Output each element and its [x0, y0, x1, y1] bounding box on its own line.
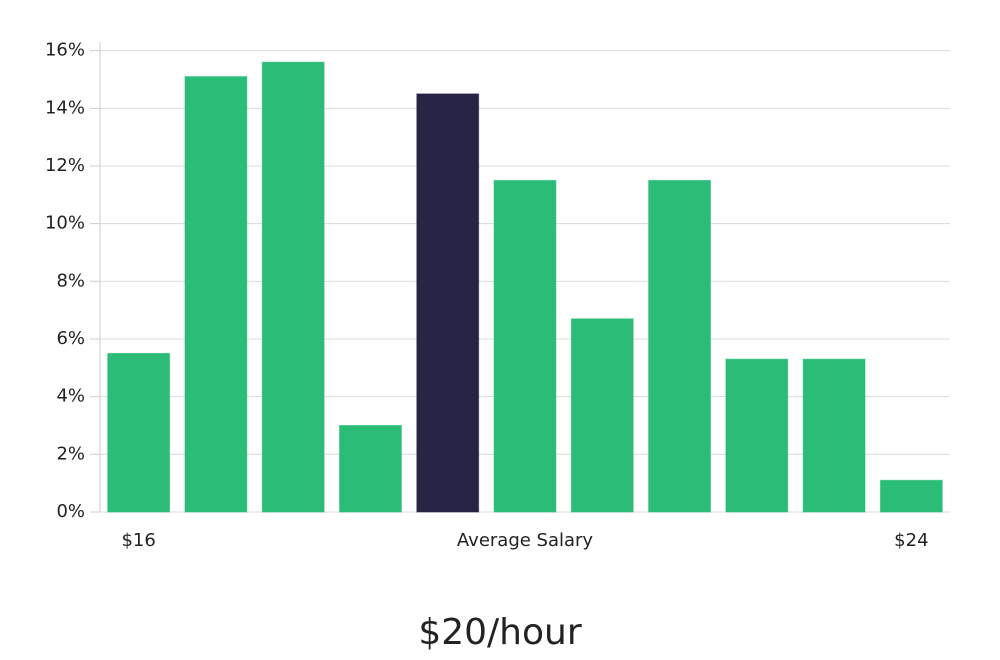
bar: [725, 358, 789, 513]
y-tick-label: 12%: [45, 155, 85, 176]
y-tick-label: 2%: [56, 443, 85, 464]
bar: [184, 76, 248, 513]
bar: [107, 352, 171, 513]
x-tick-label: $16: [121, 530, 155, 551]
bar: [339, 424, 402, 513]
bar: [802, 358, 866, 513]
bar: [261, 61, 325, 513]
x-axis-label: Average Salary: [457, 530, 594, 551]
y-tick-label: 14%: [45, 97, 85, 118]
x-tick-label: $24: [894, 530, 928, 551]
y-tick-label: 16%: [45, 40, 85, 61]
y-tick-label: 4%: [56, 386, 85, 407]
caption: $20/hour: [418, 612, 582, 653]
y-tick-label: 6%: [56, 328, 85, 349]
bar: [879, 479, 943, 513]
y-tick-label: 8%: [56, 270, 85, 291]
y-tick-label: 10%: [45, 213, 85, 234]
bar: [648, 179, 711, 513]
bar: [493, 179, 557, 513]
bar: [416, 93, 480, 513]
y-tick-label: 0%: [56, 501, 85, 522]
bar: [570, 318, 634, 513]
